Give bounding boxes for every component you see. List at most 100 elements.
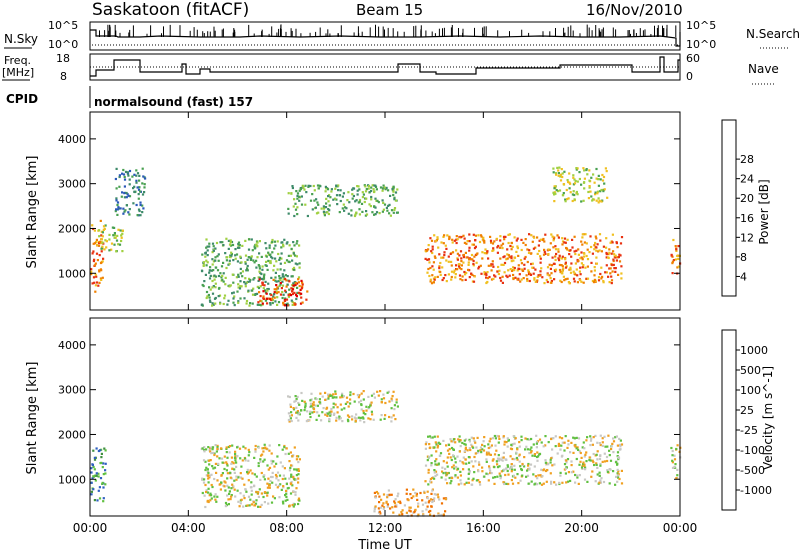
data-cell [489, 239, 493, 242]
data-cell [570, 255, 573, 258]
data-cell [108, 249, 111, 252]
data-cell [271, 475, 274, 479]
data-cell [551, 464, 554, 467]
data-cell [677, 257, 680, 260]
data-cell [245, 302, 248, 305]
data-cell [296, 286, 299, 289]
data-cell [264, 264, 267, 267]
data-cell [246, 267, 249, 270]
data-cell [512, 474, 515, 477]
data-cell [322, 210, 325, 213]
data-cell [381, 199, 384, 202]
data-cell [505, 467, 508, 470]
data-cell [614, 270, 617, 273]
data-cell [262, 290, 265, 293]
data-cell [135, 181, 138, 184]
data-cell [432, 261, 435, 264]
data-cell [567, 480, 570, 483]
data-cell [236, 454, 239, 458]
data-cell [590, 437, 593, 440]
data-cell [102, 462, 105, 465]
data-cell [206, 470, 209, 473]
data-cell [544, 435, 547, 438]
data-cell [231, 467, 234, 470]
velocity-ylabel: Slant Range [km] [25, 362, 40, 475]
data-cell [463, 439, 466, 442]
data-cell [97, 475, 100, 478]
data-cell [520, 248, 523, 252]
data-cell [293, 291, 296, 294]
data-cell [227, 486, 230, 489]
data-cell [217, 274, 221, 278]
data-cell [517, 254, 520, 257]
data-cell [390, 399, 394, 402]
data-cell [113, 234, 116, 237]
data-cell [272, 460, 275, 463]
data-cell [502, 481, 505, 484]
data-cell [201, 303, 204, 306]
data-cell [275, 280, 278, 283]
data-cell [341, 420, 344, 423]
data-cell [228, 243, 232, 246]
data-cell [297, 481, 300, 484]
data-cell [225, 256, 228, 259]
data-cell [358, 198, 362, 202]
data-cell [605, 237, 608, 240]
data-cell [447, 260, 450, 263]
data-cell [675, 249, 678, 252]
data-cell [485, 472, 488, 475]
data-cell [104, 449, 107, 452]
data-cell [268, 466, 272, 469]
data-cell [121, 250, 124, 253]
data-cell [287, 395, 290, 398]
data-cell [292, 284, 295, 287]
data-cell [303, 400, 306, 403]
data-cell [98, 486, 101, 489]
data-cell [520, 278, 523, 281]
data-cell [246, 264, 249, 268]
data-cell [215, 500, 218, 503]
data-cell [316, 404, 319, 407]
data-cell [259, 454, 263, 457]
data-cell [244, 285, 247, 288]
data-cell [257, 464, 260, 468]
data-cell [375, 211, 379, 214]
data-cell [465, 462, 468, 465]
data-cell [338, 194, 341, 197]
data-cell [248, 256, 251, 259]
data-cell [482, 239, 485, 242]
data-cell [583, 187, 586, 190]
data-cell [501, 281, 504, 284]
data-cell [123, 210, 126, 213]
data-cell [552, 246, 555, 249]
data-cell [336, 406, 339, 409]
data-cell [356, 185, 359, 188]
data-cell [550, 264, 554, 267]
data-cell [214, 296, 217, 300]
power-data-cells [90, 166, 682, 307]
data-cell [440, 241, 443, 244]
data-cell [380, 498, 383, 501]
data-cell [479, 483, 482, 486]
data-cell [367, 395, 370, 398]
data-cell [431, 265, 434, 268]
data-cell [210, 473, 213, 476]
data-cell [284, 477, 287, 480]
data-cell [324, 185, 327, 188]
data-cell [369, 404, 372, 407]
data-cell [601, 437, 604, 440]
data-cell [525, 475, 528, 478]
data-cell [505, 482, 508, 485]
data-cell [244, 262, 247, 265]
nsearch-label: N.Search [746, 27, 800, 41]
data-cell [601, 173, 604, 177]
data-cell [283, 269, 286, 272]
data-cell [362, 412, 365, 415]
data-cell [583, 478, 587, 481]
data-cell [585, 254, 588, 258]
data-cell [571, 246, 574, 249]
data-cell [470, 258, 473, 261]
data-cell [382, 393, 385, 396]
data-cell [392, 185, 395, 188]
data-cell [567, 281, 570, 284]
